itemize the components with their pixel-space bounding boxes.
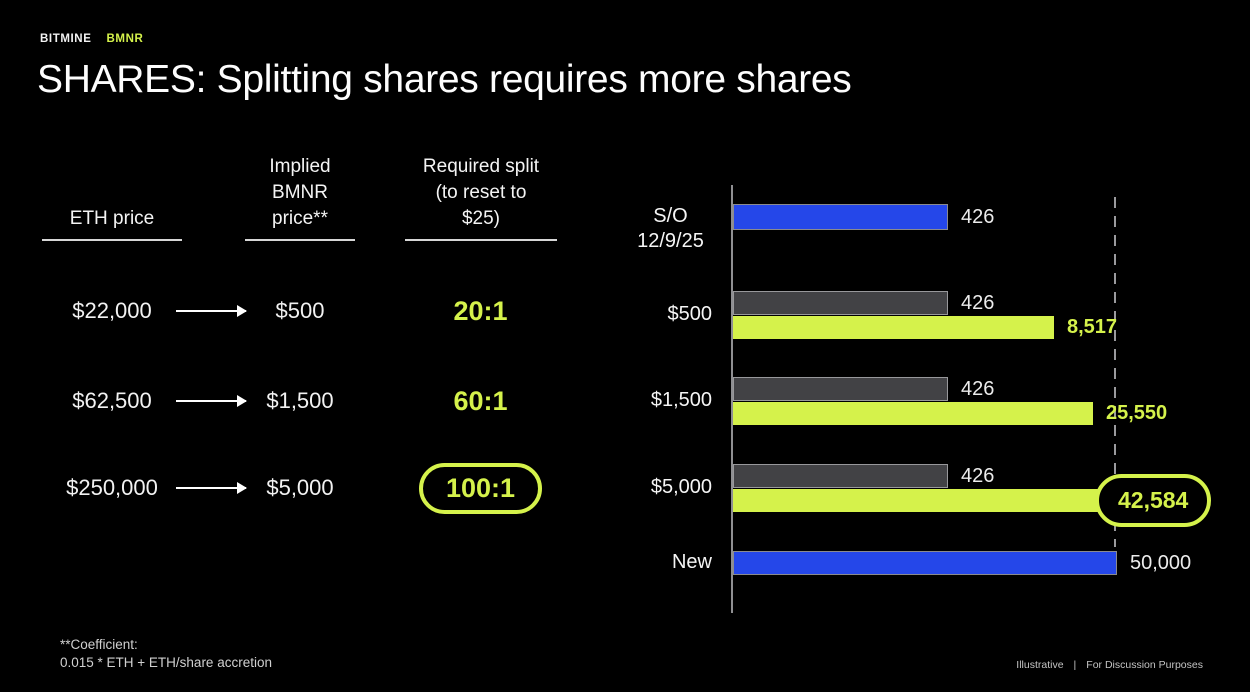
disclaimer-separator: | [1073,659,1077,671]
chart-bar-row: 25,550 [733,402,1167,425]
chart-bar-row: 426 [733,377,994,401]
column-header-implied-price: Implied BMNR price** [245,154,355,241]
table-row: $62,500 $1,500 60:1 [0,379,600,423]
bar-value-label: 426 [961,205,995,228]
column-header-eth-price: ETH price [42,206,182,241]
table-row: $250,000 $5,000 100:1 [0,462,600,514]
chart-bar-row: 426 [733,204,994,230]
arrow-right-icon [176,482,247,494]
gray-bar [733,464,948,488]
chart-bar-row: 426 [733,291,994,315]
blue-bar [733,204,948,230]
eth-price-value: $62,500 [72,388,152,413]
gray-bar [733,291,948,315]
green-bar [733,316,1054,339]
bar-value-label: 50,000 [1130,551,1192,574]
bar-value-label: 25,550 [1106,402,1168,424]
highlight-circle-value: 42,584 [1095,474,1212,527]
chart-row-label: $5,000 [650,476,712,498]
green-bar [733,489,1111,512]
bar-value-label: 426 [961,291,995,314]
chart-bar-row: 426 [733,464,994,488]
disclaimer: Illustrative | For Discussion Purposes [1016,659,1203,671]
brand-ticker: BMNR [106,33,144,45]
chart-bar-row: 50,000 [733,551,1191,575]
implied-price-value: $5,000 [266,475,334,500]
green-bar [733,402,1093,425]
page-title: SHARES: Splitting shares requires more s… [37,58,852,101]
brand: BITMINE BMNR [40,33,143,45]
chart-row-label: S/O 12/9/25 [637,205,704,252]
implied-price-value: $500 [275,298,325,323]
column-header-required-split: Required split (to reset to $25) [405,154,557,241]
eth-price-value: $250,000 [66,475,158,500]
bar-value-label: 426 [961,377,995,400]
bar-value-label: 8,517 [1067,316,1118,338]
footnote-line2: 0.015 * ETH + ETH/share accretion [60,654,272,670]
bar-value-label: 426 [961,464,995,487]
chart-row-label: New [671,551,712,573]
chart-y-axis-line [731,185,733,613]
chart-bar-row: 8,517 [733,316,1117,339]
arrow-right-icon [176,395,247,407]
disclaimer-right: For Discussion Purposes [1086,659,1203,671]
blue-bar [733,551,1117,575]
brand-name: BITMINE [40,33,92,45]
table-row: $22,000 $500 20:1 [0,289,600,333]
split-ratio-value: 20:1 [453,295,508,326]
footnote-line1: **Coefficient: [60,637,138,652]
chart-row-label: $500 [667,303,713,325]
split-ratio-value: 100:1 [418,462,543,514]
chart-reference-line [1114,197,1116,547]
disclaimer-left: Illustrative [1016,659,1064,671]
chart-bar-row: 42,584 [733,474,1212,527]
chart-row-label: $1,500 [650,389,712,411]
arrow-right-icon [176,305,247,317]
footnote: **Coefficient: 0.015 * ETH + ETH/share a… [60,636,272,671]
split-ratio-value: 60:1 [453,385,508,416]
implied-price-value: $1,500 [266,388,334,413]
eth-price-value: $22,000 [72,298,152,323]
gray-bar [733,377,948,401]
